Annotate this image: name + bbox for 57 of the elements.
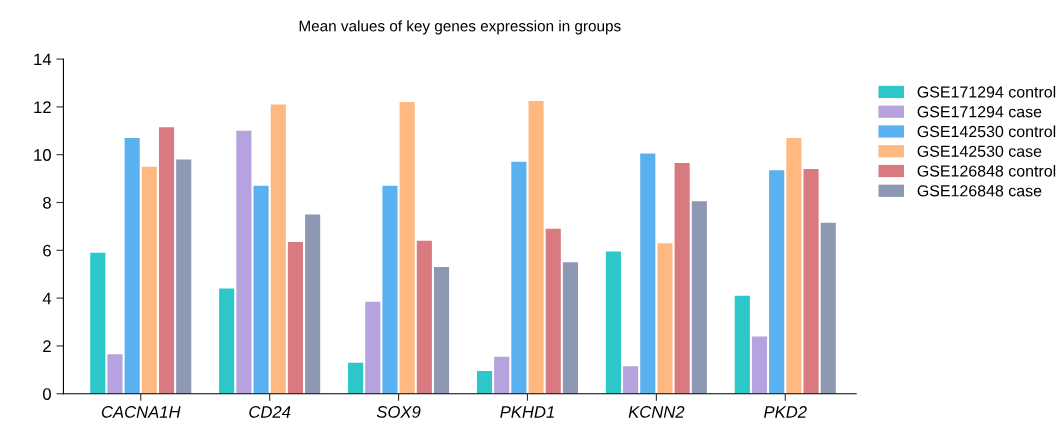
- bar: [751, 336, 768, 394]
- bar: [305, 214, 321, 394]
- bar: [803, 169, 819, 394]
- bar: [691, 201, 707, 394]
- bar: [562, 262, 578, 394]
- bar: [528, 100, 544, 394]
- bar: [382, 185, 398, 394]
- y-tick-label: 12: [34, 101, 51, 113]
- bar: [348, 362, 364, 394]
- bar: [416, 240, 432, 394]
- bar: [494, 356, 510, 394]
- y-tick-label: 0: [43, 388, 51, 400]
- legend-label: GSE126848 control: [917, 164, 1056, 177]
- bar: [476, 371, 493, 394]
- chart-title: Mean values of key genes expression in groups: [299, 20, 621, 35]
- bar: [219, 288, 235, 394]
- bar: [674, 163, 690, 394]
- bar: [107, 354, 123, 394]
- bar: [820, 222, 836, 394]
- bar: [640, 153, 656, 394]
- bar: [399, 102, 415, 394]
- bar: [141, 166, 157, 394]
- x-tick-label: CD24: [249, 406, 291, 418]
- y-tick-label: 10: [34, 149, 51, 161]
- bar: [605, 251, 621, 394]
- bar: [657, 243, 673, 394]
- legend-label: GSE142530 case: [917, 145, 1042, 157]
- bar: [511, 161, 527, 394]
- bar: [769, 170, 785, 394]
- legend-label: GSE171294 control: [917, 85, 1056, 98]
- bar: [545, 228, 561, 394]
- legend-label: GSE142530 control: [917, 125, 1056, 138]
- y-tick-label: 14: [34, 53, 52, 66]
- x-tick-label: PKHD1: [500, 406, 554, 418]
- x-tick-label: PKD2: [764, 406, 807, 418]
- bar: [786, 137, 802, 394]
- bar: [433, 267, 450, 394]
- bar: [270, 104, 286, 394]
- bar: [158, 127, 175, 394]
- x-tick-label: CACNA1H: [101, 406, 181, 418]
- y-tick-label: 4: [42, 292, 52, 305]
- bar: [734, 295, 750, 394]
- y-tick-label: 2: [43, 340, 51, 352]
- x-tick-label: SOX9: [376, 406, 421, 418]
- bar: [287, 241, 304, 394]
- bar: [124, 137, 140, 394]
- bar: [623, 366, 639, 394]
- bar: [90, 252, 106, 394]
- bar: [176, 159, 192, 394]
- legend-label: GSE171294 case: [917, 106, 1042, 118]
- x-tick-label: KCNN2: [628, 406, 685, 418]
- y-tick-label: 8: [43, 196, 51, 209]
- bar: [253, 185, 269, 394]
- y-tick-label: 6: [43, 244, 51, 257]
- bar: [236, 130, 252, 394]
- legend-label: GSE126848 case: [917, 185, 1042, 197]
- bar: [365, 301, 381, 394]
